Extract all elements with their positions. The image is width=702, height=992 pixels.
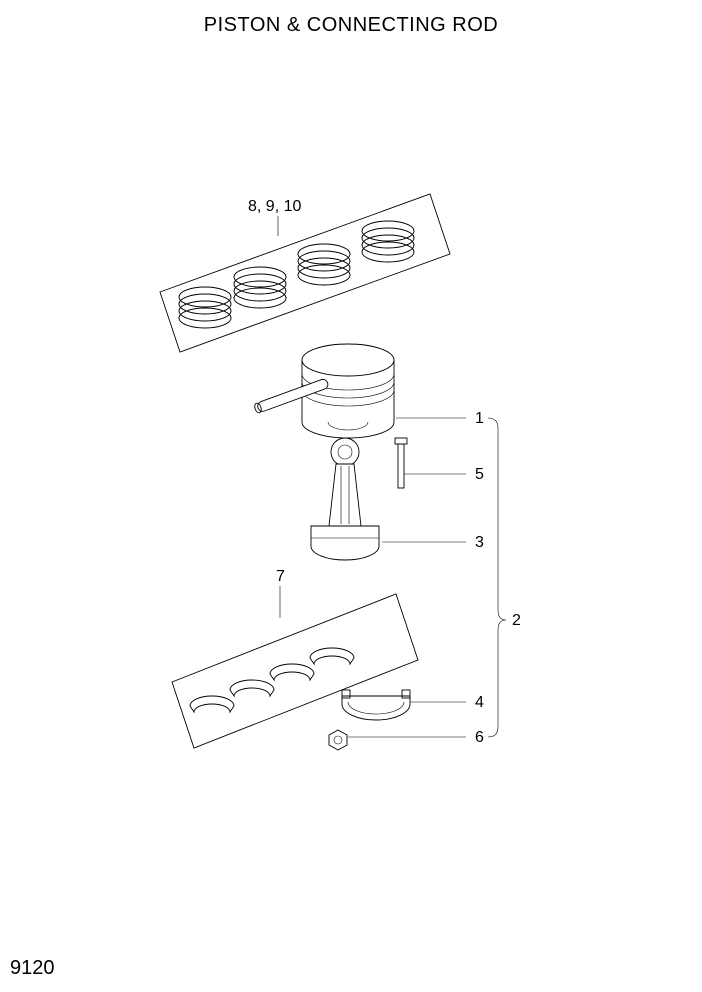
drawing-number: 9120 xyxy=(10,957,55,980)
callout-cap: 4 xyxy=(475,694,484,712)
rod-nut xyxy=(329,730,347,750)
callout-bracket: 2 xyxy=(512,612,521,630)
callout-rod: 3 xyxy=(475,534,484,552)
callout-piston: 1 xyxy=(475,410,484,428)
ring-stack-group xyxy=(179,221,414,328)
callout-bolt: 5 xyxy=(475,466,484,484)
bearing-shell-group xyxy=(190,648,354,712)
diagram-canvas xyxy=(0,0,702,992)
page-title: PISTON & CONNECTING ROD xyxy=(0,14,702,37)
rod-cap xyxy=(342,690,410,720)
callout-nut: 6 xyxy=(475,729,484,747)
piston-pin xyxy=(253,378,329,414)
callout-rings: 8, 9, 10 xyxy=(248,198,301,216)
callout-bearing: 7 xyxy=(276,568,285,586)
